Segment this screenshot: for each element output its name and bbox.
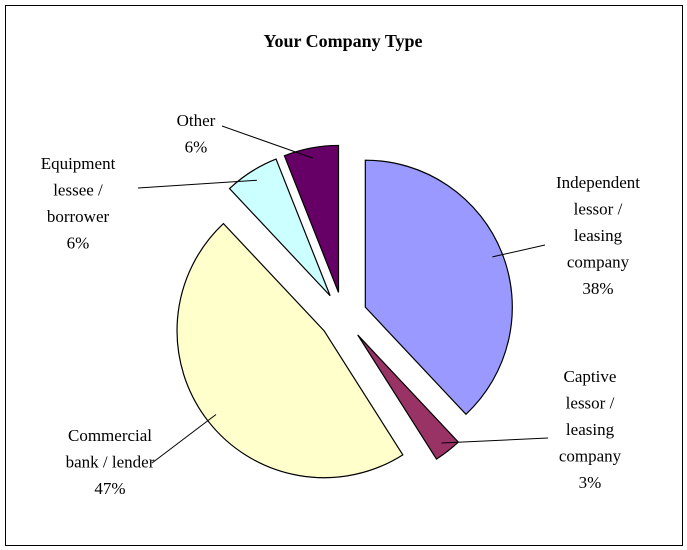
leader-line (441, 437, 549, 444)
pie-slice (228, 158, 331, 297)
leader-line (492, 244, 546, 258)
slice-label: Equipment lessee / borrower (41, 154, 116, 226)
slice-value-label: 6% (67, 233, 90, 252)
chart-title: Your Company Type (263, 31, 422, 51)
slice-value-label: 47% (94, 479, 125, 498)
slice-label: Independent lessor / leasing company (556, 173, 640, 272)
pie-slice (283, 144, 340, 293)
leader-line (137, 179, 257, 189)
slice-label: Other (177, 111, 216, 130)
slice-value-label: 3% (579, 473, 602, 492)
leader-line (151, 414, 217, 464)
pie-slice (364, 159, 513, 416)
slice-value-label: 6% (185, 137, 208, 156)
leader-line (221, 125, 314, 159)
slice-label: Captive lessor / leasing company (559, 367, 622, 466)
slice-label: Commercial bank / lender (66, 426, 155, 472)
slice-value-label: 38% (582, 279, 613, 298)
